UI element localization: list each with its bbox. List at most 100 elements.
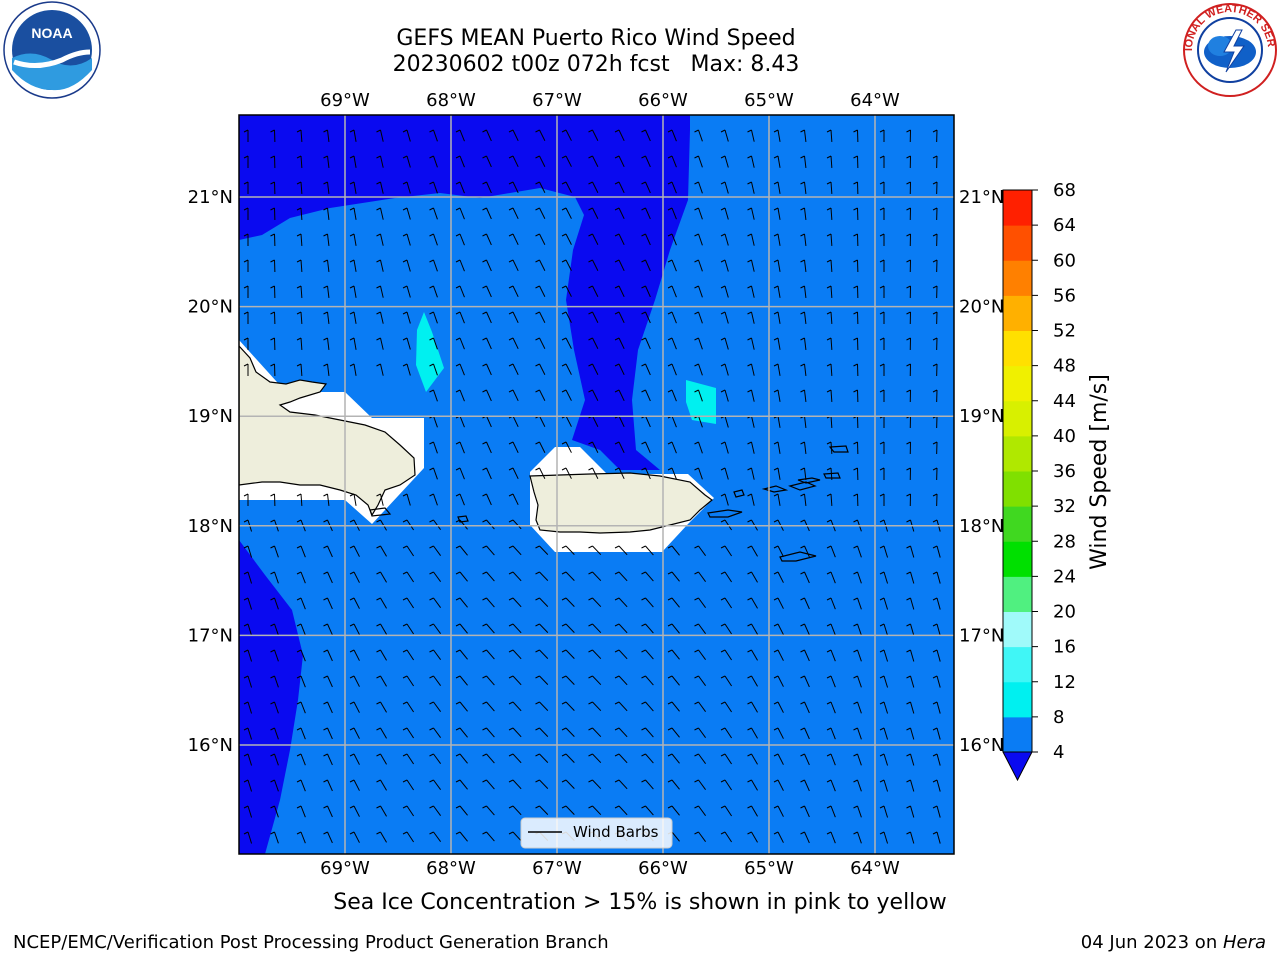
wind-barb-flag (773, 233, 779, 237)
noaa-logo: NOAA (3, 1, 101, 99)
wind-barb (830, 493, 833, 507)
wind-barb (433, 649, 442, 660)
wind-barb-flag (429, 389, 434, 393)
wind-barb (592, 779, 602, 790)
wind-barb-flag (747, 597, 752, 601)
wind-barb (751, 805, 758, 817)
wind-barb (698, 467, 703, 480)
wind-barb-flag (720, 649, 726, 653)
wind-barb-flag (667, 363, 673, 367)
footer-credit: NCEP/EMC/Verification Post Processing Pr… (13, 932, 609, 953)
wind-barb-flag (482, 363, 487, 367)
wind-barb (512, 415, 519, 428)
wind-barb (724, 701, 733, 713)
wind-barb (433, 181, 438, 194)
wind-barb-flag (561, 467, 567, 471)
wind-barb-flag (800, 467, 805, 471)
wind-barb-flag (932, 623, 938, 627)
wind-barb (671, 337, 677, 350)
wind-barb-flag (535, 363, 540, 367)
lat-label-right: 17°N (959, 625, 1004, 646)
wind-barb-flag (561, 753, 567, 757)
wind-barb (592, 727, 602, 738)
wind-barb-flag (323, 363, 328, 367)
wind-barb-flag (826, 727, 832, 731)
wind-barb (486, 519, 495, 530)
wind-barb-flag (879, 779, 885, 783)
wind-barb-flag (853, 363, 858, 367)
wind-barb-flag (906, 675, 911, 679)
wind-barb (406, 597, 415, 609)
wind-barb-flag (641, 623, 646, 627)
wind-barb-flag (455, 727, 461, 731)
wind-barb-flag (588, 155, 593, 159)
wind-barb (380, 493, 384, 506)
wind-barb-flag (561, 233, 567, 237)
wind-barb (804, 285, 807, 298)
wind-barb-flag (853, 233, 858, 237)
wind-barb (618, 285, 625, 298)
wind-barb-flag (588, 389, 593, 393)
wind-barb-flag (349, 805, 355, 809)
wind-barb-flag (667, 311, 673, 315)
wind-barb (565, 701, 575, 711)
wind-barb (857, 701, 862, 714)
wind-barb (857, 675, 862, 688)
wind-barb (406, 285, 411, 298)
wind-barb (300, 701, 306, 714)
wind-barb (777, 545, 784, 557)
wind-barb (804, 701, 810, 714)
colorbar-segment (1003, 330, 1032, 367)
wind-barb (406, 181, 411, 194)
wind-barb-flag (667, 181, 673, 185)
wind-barb (353, 311, 357, 324)
wind-barb (539, 571, 549, 582)
wind-barb (645, 675, 654, 686)
lon-label-bottom: 67°W (532, 858, 582, 879)
wind-barb-flag (853, 597, 858, 601)
wind-barb-flag (667, 727, 673, 731)
wind-barb (300, 831, 306, 844)
wind-barb-flag (455, 779, 461, 783)
wind-barb (592, 181, 599, 193)
wind-barb (751, 779, 758, 791)
wind-barb (300, 233, 303, 247)
wind-barb (406, 649, 415, 661)
wind-barb (406, 155, 411, 168)
wind-barb (804, 415, 807, 428)
wind-barb (459, 155, 465, 168)
wind-barb (406, 779, 415, 791)
wind-barb-flag (402, 233, 408, 237)
wind-barb (327, 285, 330, 298)
wind-barb (274, 805, 279, 818)
wind-barb-flag (270, 779, 275, 783)
wind-barb-flag (429, 129, 434, 133)
wind-barb-flag (800, 727, 805, 731)
wind-barb (671, 675, 680, 686)
wind-barb (698, 675, 706, 686)
wind-barb-flag (270, 831, 275, 835)
wind-barb (565, 311, 572, 323)
wind-barb-flag (720, 805, 726, 809)
wind-barb-flag (376, 571, 381, 575)
wind-barb (724, 545, 733, 557)
wind-barb (539, 311, 546, 323)
wind-barb-flag (402, 207, 408, 211)
low-wind-region-north (239, 115, 690, 470)
wind-barb-flag (270, 155, 275, 159)
wind-barb (486, 571, 495, 582)
wind-barb-flag (879, 311, 885, 315)
wind-barb-flag (429, 779, 434, 783)
wind-barb (592, 753, 602, 764)
wind-barb (724, 753, 733, 765)
wind-barb-flag (747, 753, 752, 757)
wind-barb-flag (720, 129, 726, 133)
colorbar-tick-label: 44 (1053, 391, 1076, 412)
wind-barb (804, 389, 807, 402)
wind-barb (830, 467, 833, 481)
wind-barb-flag (402, 805, 408, 809)
wind-barb (724, 337, 729, 350)
wind-barb (327, 545, 333, 558)
wind-barb-flag (641, 441, 646, 445)
wind-barb (512, 181, 519, 194)
